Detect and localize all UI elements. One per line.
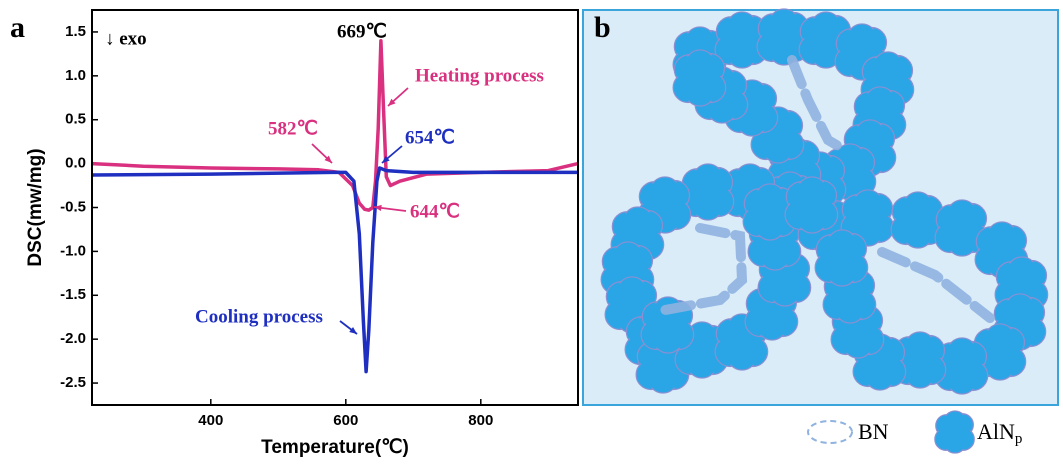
y-tick-label: -2.5 — [60, 374, 86, 391]
panel-label: b — [594, 11, 611, 44]
alnp-particle — [986, 352, 1014, 379]
y-tick-label: 0.0 — [65, 155, 86, 172]
x-tick-label: 800 — [468, 412, 493, 429]
bn-paths — [660, 55, 995, 323]
alnp-particle — [694, 165, 722, 192]
legend-text: AlN — [977, 419, 1015, 444]
arrow-head — [349, 327, 357, 334]
alnp-particle — [988, 223, 1016, 250]
alnp-particle — [654, 325, 682, 352]
alnp-particle — [904, 220, 932, 247]
x-tick-label: 400 — [198, 412, 223, 429]
alnp-particle — [874, 53, 902, 80]
alnp-particle — [624, 208, 652, 235]
annotation: 644℃ — [410, 201, 460, 222]
alnp-particle — [761, 242, 789, 269]
plot-frame — [91, 9, 579, 406]
annotation: 669℃ — [337, 21, 387, 42]
alnp-particle — [848, 25, 876, 52]
bn-path — [787, 55, 850, 155]
alnp-particle — [728, 40, 756, 67]
annotation: 654℃ — [405, 127, 455, 148]
x-axis-label: Temperature(℃) — [261, 437, 409, 458]
alnp-particle — [756, 185, 784, 212]
y-tick-label: -2.0 — [60, 330, 86, 347]
annotation: ↓ exo — [105, 28, 147, 49]
alnp-particle — [812, 13, 840, 41]
alnp-particle — [688, 323, 716, 350]
alnp-particle — [904, 193, 932, 220]
alnp-particle — [798, 178, 826, 205]
y-tick-label: -1.5 — [60, 286, 86, 303]
alnp-particle — [948, 201, 976, 228]
arrow-head — [324, 155, 332, 163]
alnp-particle — [948, 228, 976, 255]
alnp-particle — [764, 135, 792, 162]
alnp-particle — [866, 362, 894, 389]
bn-path — [660, 223, 748, 315]
alnp-particle — [836, 295, 864, 322]
alnp-particle — [854, 191, 882, 218]
alnp-particle — [945, 412, 965, 432]
alnp-particle — [618, 278, 646, 305]
alnp-particle — [738, 108, 766, 135]
series-label: Heating process — [415, 65, 544, 86]
alnp-particle — [688, 350, 716, 377]
bn-path — [877, 247, 995, 323]
series-line — [91, 38, 579, 212]
alnp-particle — [828, 231, 856, 258]
legend-label: BN — [858, 419, 889, 444]
arrow-head — [388, 98, 396, 106]
alnp-particle — [945, 432, 965, 452]
alnp-particle — [798, 205, 826, 232]
alnp-particle — [756, 212, 784, 239]
y-tick-label: -1.0 — [60, 242, 86, 259]
alnp-particle — [906, 333, 934, 360]
alnp-particle — [686, 78, 714, 105]
x-tick-label: 600 — [333, 412, 358, 429]
y-tick-label: 0.5 — [65, 111, 86, 128]
alnp-particle — [736, 165, 764, 192]
alnp-particle — [856, 121, 884, 148]
alnp-particle — [614, 243, 642, 270]
alnp-particle — [948, 366, 976, 393]
alnp-particle — [649, 365, 677, 392]
alnp-particle — [1006, 295, 1034, 322]
y-tick-label: 1.0 — [65, 67, 86, 84]
alnp-particle — [866, 88, 894, 116]
alnp-particle — [651, 178, 679, 205]
alnp-particle — [686, 28, 714, 55]
legend-alnp-icon — [934, 410, 975, 454]
alnp-particle — [948, 339, 976, 366]
alnp-particle — [906, 360, 934, 387]
annotation: 582℃ — [268, 118, 318, 139]
legend-subscript: p — [1015, 431, 1023, 447]
series-line — [91, 166, 578, 374]
series-label: Cooling process — [195, 306, 323, 327]
legend-label: AlNp — [977, 419, 1022, 447]
alnp-particle — [1008, 258, 1036, 285]
alnp-particle — [686, 51, 714, 78]
alnp-particle — [694, 192, 722, 219]
y-tick-label: 1.5 — [65, 23, 86, 40]
alnp-particle — [770, 10, 798, 38]
alnp-particle — [758, 312, 786, 339]
alnp-particle — [812, 40, 840, 67]
alnp-clusters — [600, 8, 1049, 395]
alnp-particle — [844, 330, 872, 357]
alnp-particle — [728, 342, 756, 369]
alnp-particle — [828, 258, 856, 285]
alnp-particle — [986, 325, 1014, 352]
alnp-particle — [728, 13, 756, 41]
panel-label: a — [10, 11, 25, 44]
y-tick-label: -0.5 — [60, 198, 86, 215]
alnp-particle — [771, 278, 799, 305]
arrow-head — [382, 155, 390, 163]
y-axis-label: DSC(mw/mg) — [25, 148, 46, 266]
arrow-head — [374, 204, 382, 212]
legend-bn-icon — [807, 420, 853, 444]
